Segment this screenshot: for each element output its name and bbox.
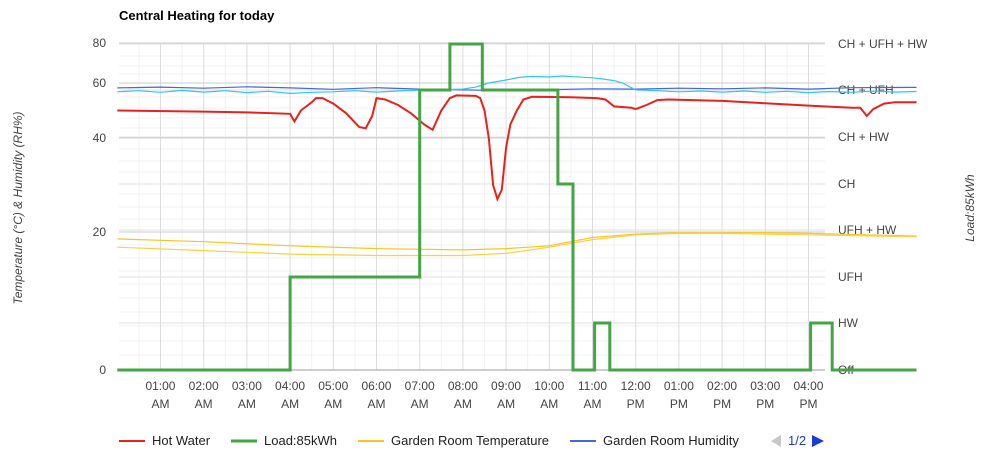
right-tick-label: CH + HW [838, 130, 890, 144]
x-tick-period: AM [454, 397, 472, 411]
x-tick-label: 04:00 [793, 379, 823, 393]
minor-gridlines [119, 43, 825, 370]
left-tick-label: 80 [93, 36, 107, 50]
legend-next-icon[interactable] [812, 435, 824, 447]
x-tick-label: 04:00 [275, 379, 305, 393]
left-tick-label: 20 [93, 225, 107, 239]
y-axis-left-title: Temperature (°C) & Humidity (RH%) [11, 111, 25, 304]
x-tick-period: AM [238, 397, 256, 411]
x-tick-label: 06:00 [361, 379, 391, 393]
right-tick-label: UFH [838, 270, 863, 284]
x-tick-period: AM [411, 397, 429, 411]
left-tick-label: 40 [93, 131, 107, 145]
right-tick-label: CH + UFH [838, 83, 894, 97]
legend-page-indicator: 1/2 [788, 433, 806, 448]
x-tick-label: 11:00 [578, 379, 607, 393]
series-layer [117, 42, 917, 372]
legend-label: Load:85kWh [264, 433, 337, 448]
chart-title: Central Heating for today [119, 8, 275, 23]
y-axis-right-title: Load:85kWh [963, 174, 977, 242]
x-tick-period: AM [195, 397, 213, 411]
major-gridlines [119, 42, 825, 371]
x-tick-label: 03:00 [232, 379, 262, 393]
legend-label: Garden Room Temperature [391, 433, 549, 448]
x-tick-period: AM [281, 397, 299, 411]
x-tick-period: PM [670, 397, 688, 411]
series-line-load-85kwh [117, 42, 917, 372]
right-tick-label: UFH + HW [838, 223, 897, 237]
x-tick-period: PM [713, 397, 731, 411]
x-tick-label: 02:00 [707, 379, 737, 393]
x-tick-label: 01:00 [145, 379, 175, 393]
x-axis-ticks: 01:00 AM 02:00 AM 03:00 AM 04:00 AM 05:00 AM 06:00… [145, 379, 823, 411]
x-tick-label: 02:00 [189, 379, 219, 393]
series-line-garden-room-humidity-2- [117, 75, 917, 95]
series-line-garden-room-temperature [117, 232, 917, 251]
x-tick-label: 03:00 [750, 379, 780, 393]
left-tick-label: 0 [99, 363, 106, 377]
x-tick-period: AM [367, 397, 385, 411]
right-tick-label: CH + UFH + HW [838, 37, 928, 51]
x-tick-period: AM [324, 397, 342, 411]
x-tick-label: 09:00 [491, 379, 521, 393]
right-tick-label: HW [838, 316, 859, 330]
x-tick-period: AM [583, 397, 601, 411]
x-tick-period: AM [151, 397, 169, 411]
x-tick-period: PM [799, 397, 817, 411]
x-tick-period: PM [627, 397, 645, 411]
left-tick-label: 60 [93, 76, 107, 90]
x-tick-period: AM [540, 397, 558, 411]
x-tick-label: 10:00 [534, 379, 564, 393]
x-tick-label: 05:00 [318, 379, 348, 393]
left-axis-ticks: 0 20 40 60 80 [93, 36, 107, 377]
x-tick-label: 07:00 [405, 379, 435, 393]
right-tick-label: CH [838, 177, 855, 191]
x-tick-period: AM [497, 397, 515, 411]
series-line-hot-water [117, 94, 917, 202]
legend-label: Garden Room Humidity [603, 433, 739, 448]
series-line-garden-room-temperature-2- [117, 232, 917, 257]
x-tick-period: PM [756, 397, 774, 411]
x-tick-label: 08:00 [448, 379, 478, 393]
x-tick-label: 12:00 [621, 379, 651, 393]
legend: Hot Water Load:85kWh Garden Room Temperatu… [119, 433, 824, 448]
legend-prev-icon[interactable] [771, 435, 781, 447]
legend-label: Hot Water [152, 433, 211, 448]
x-tick-label: 01:00 [664, 379, 694, 393]
